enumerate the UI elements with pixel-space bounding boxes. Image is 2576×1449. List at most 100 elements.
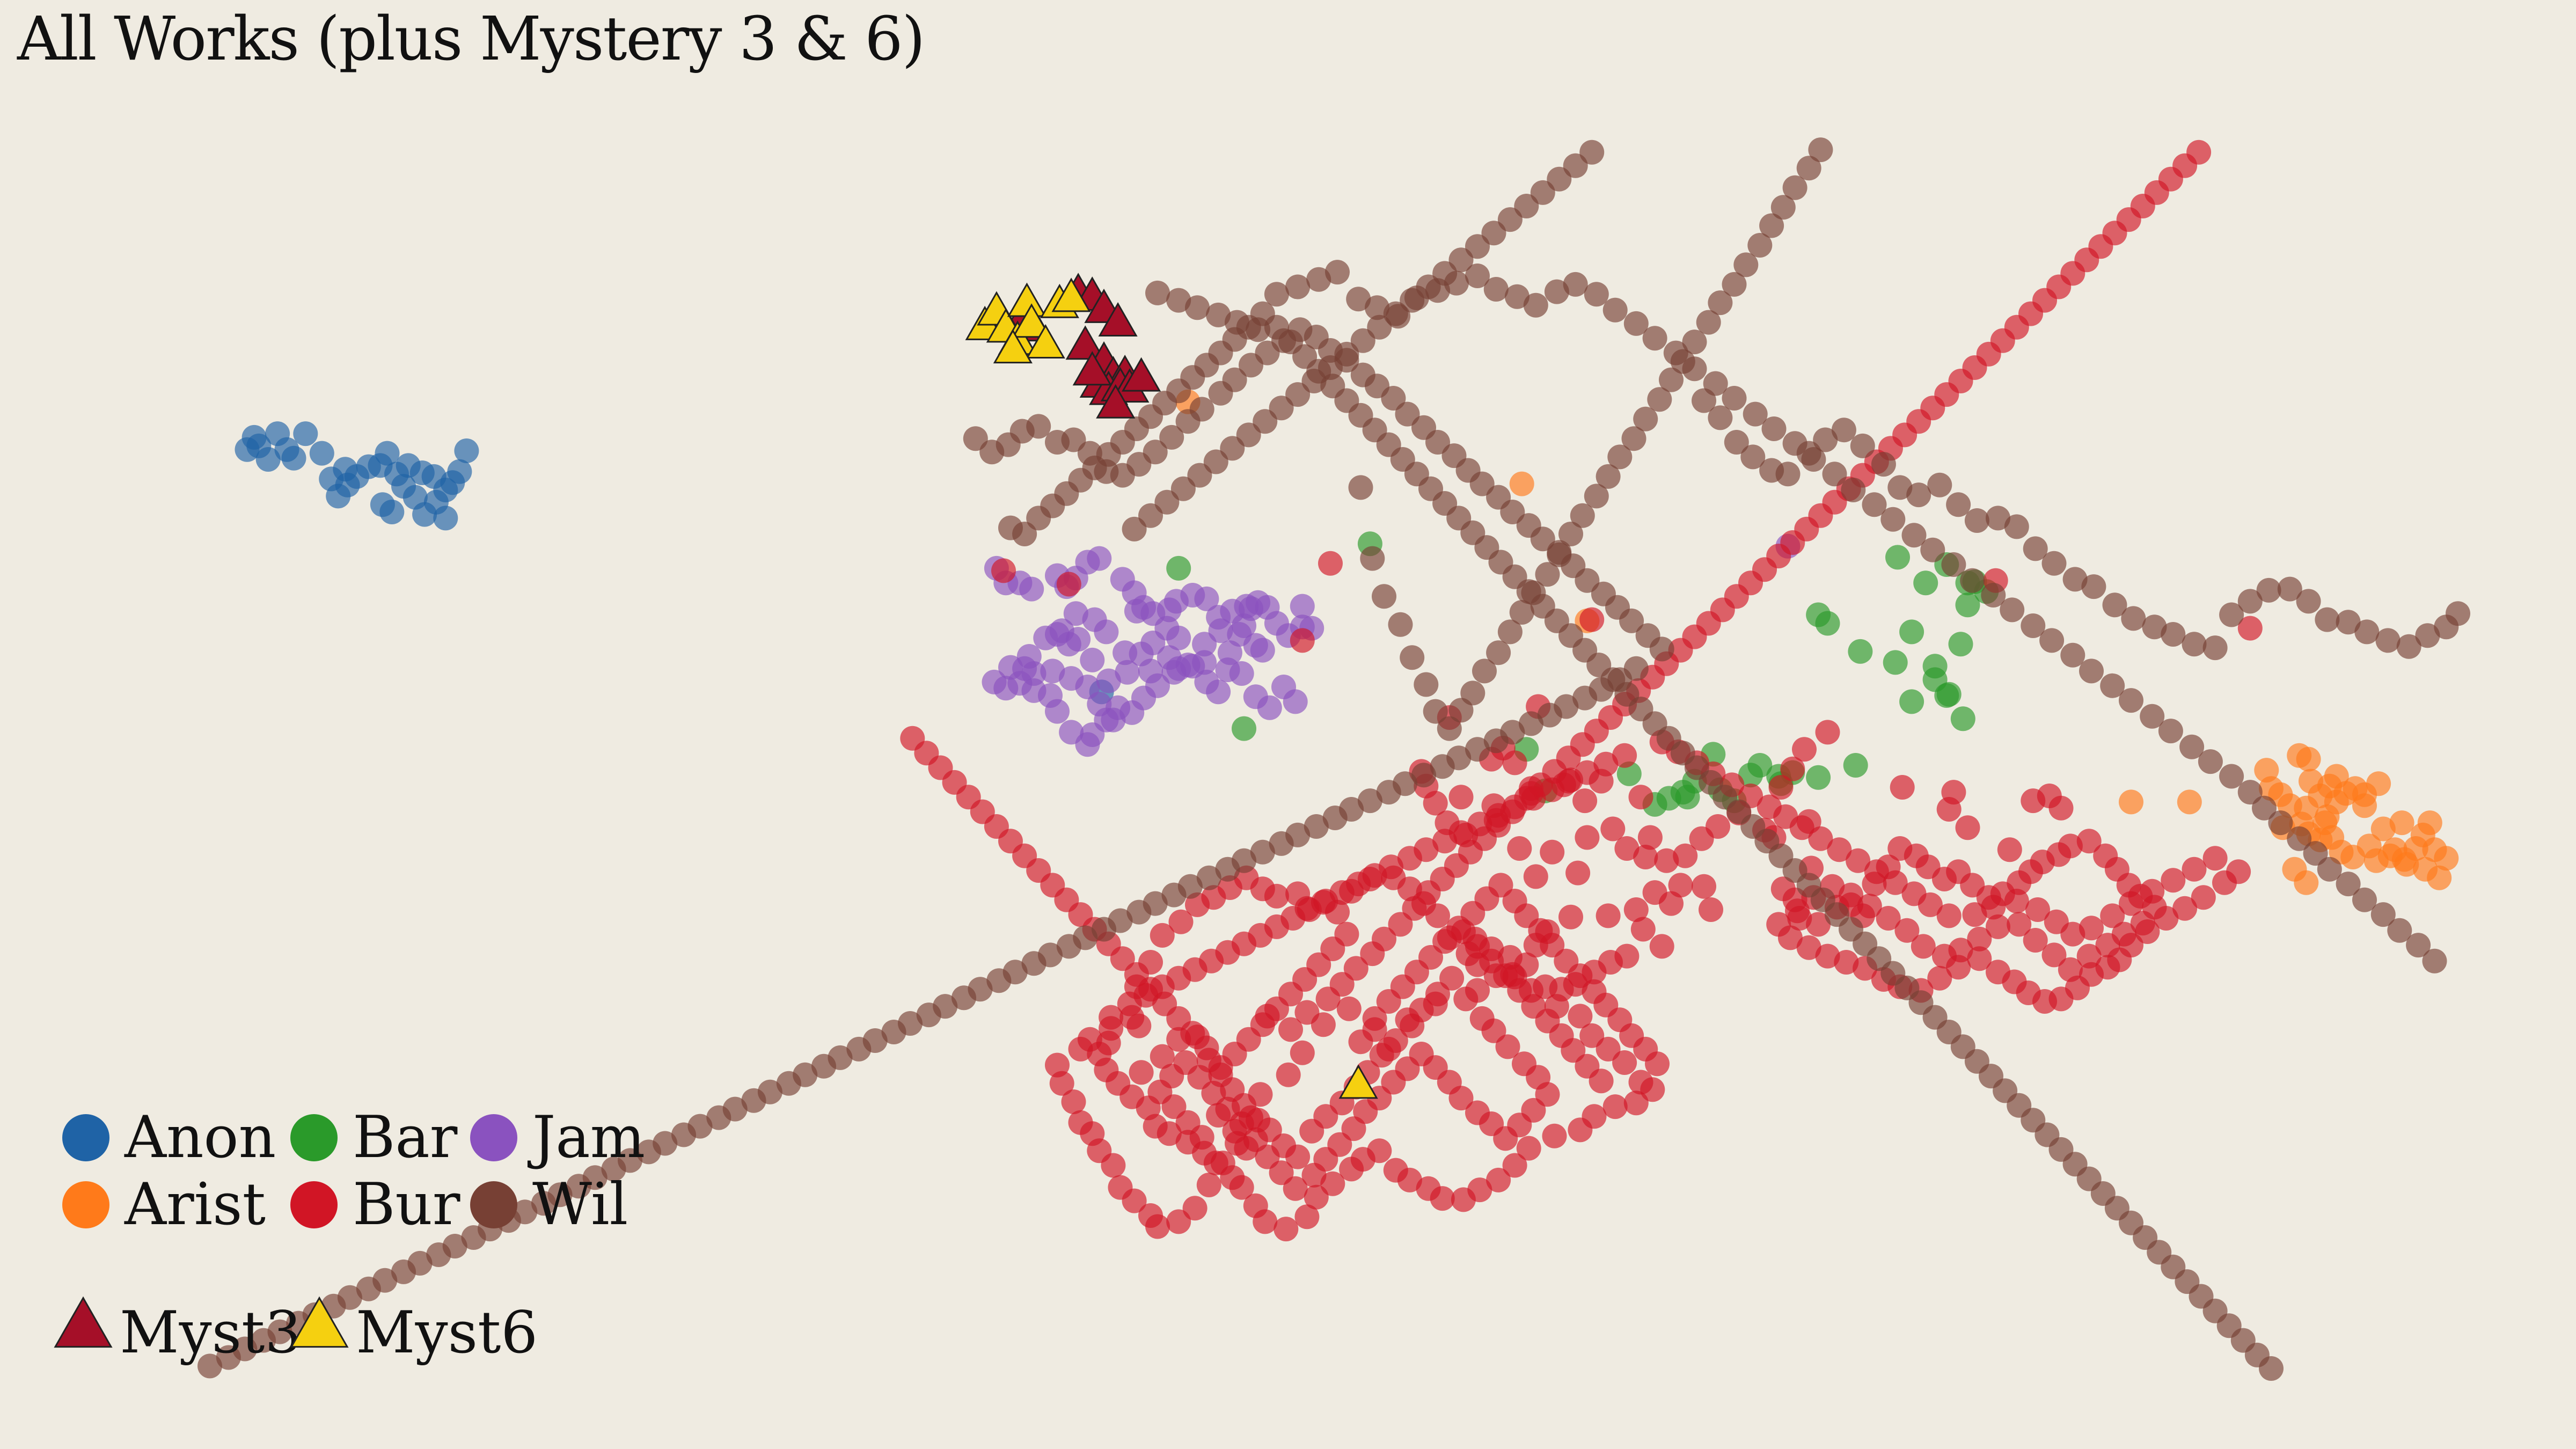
point-wil [1187,463,1212,488]
point-bur [1397,846,1422,871]
point-jam [1194,586,1219,611]
point-wil [1325,260,1350,285]
point-wil [636,1139,661,1165]
point-wil [2158,719,2183,744]
point-jam [1019,576,1044,602]
point-wil [2375,628,2401,653]
point-bur [1936,903,1962,928]
point-wil [1880,507,1906,532]
point-wil [1808,137,1833,163]
point-bur [1941,780,1966,805]
point-wil [1530,526,1555,552]
point-bur [2182,857,2207,882]
point-wil [846,1036,872,1062]
point-wil [356,1276,381,1301]
point-wil [1350,328,1375,353]
legend-marker-jam [470,1114,517,1161]
point-bur [1602,1094,1628,1119]
point-wil [1964,508,1989,533]
point-bur [1876,906,1901,931]
point-wil [1269,831,1294,856]
point-bur [1339,1157,1364,1182]
point-wil [2422,948,2447,974]
point-bur [2025,897,2050,922]
point-wil [1220,436,1245,461]
point-wil [1981,583,2006,608]
point-bur [1126,1013,1152,1038]
point-bur [1612,1050,1637,1075]
point-wil [1285,274,1311,299]
point-wil [1372,584,1396,609]
point-wil [2370,902,2396,927]
point-wil [197,1353,222,1379]
point-bur [1208,1055,1233,1080]
point-myst3 [1072,351,1112,386]
point-wil [1670,349,1695,374]
point-wil [251,1328,276,1353]
point-wil [1285,382,1311,407]
point-bur [1061,1089,1086,1114]
point-wil [1189,397,1214,422]
point-jam [1115,660,1140,685]
point-bur [1451,1187,1476,1212]
point-wil [1357,788,1382,814]
point-bur [1568,1117,1593,1143]
point-bur [2004,889,2029,913]
point-wil [1215,857,1240,882]
point-bur [2237,616,2263,641]
legend-marker-myst3 [54,1296,113,1348]
point-wil [1318,355,1343,380]
point-wil [1122,516,1147,541]
point-wil [2119,688,2143,713]
point-wil [1483,277,1509,302]
point-bur [1189,1125,1214,1150]
point-bur [900,726,925,751]
point-wil [2100,673,2125,698]
point-bur [2186,140,2212,165]
point-wil [1159,425,1184,450]
point-wil [1432,261,1458,286]
point-bur [1481,1018,1506,1043]
point-bur [1453,986,1479,1012]
point-bur [1535,1082,1560,1107]
point-myst6 [1338,1064,1378,1099]
point-bur [1596,903,1621,928]
point-wil [776,1071,801,1096]
point-wil [1203,449,1228,474]
point-wil [1796,441,1821,466]
point-bur [2172,896,2198,921]
point-bar [1913,570,1938,596]
point-bur [1806,912,1831,937]
point-myst6 [1007,282,1047,317]
point-wil [1472,658,1497,684]
point-bur [1864,859,1889,884]
point-bur [1579,607,1605,632]
point-bur [1243,1193,1268,1218]
point-wil [1360,546,1385,571]
point-bar [1948,632,1973,657]
point-wil [1092,917,1116,942]
point-wil [2179,734,2205,759]
point-bur [1409,998,1434,1022]
point-wil [1563,153,1588,178]
point-bur [1294,1204,1320,1230]
point-wil [1579,140,1605,165]
point-bur [2161,868,2186,893]
point-wil [1575,568,1600,593]
point-wil [1381,386,1406,411]
point-arist [2417,810,2442,836]
chart-title: All Works (plus Mystery 3 & 6) [17,4,925,74]
point-wil [1642,326,1667,351]
point-wil [1486,640,1511,665]
point-bur [1206,1103,1231,1128]
point-anon [255,447,281,472]
point-jam [1208,618,1233,643]
legend-label-jam: Jam [527,1104,645,1171]
point-wil [2317,857,2342,882]
point-bur [1589,769,1614,794]
point-bur [1234,1136,1259,1161]
point-wil [1770,195,1796,220]
point-wil [1504,284,1529,309]
point-wil [1400,645,1425,670]
point-wil [1301,369,1327,393]
